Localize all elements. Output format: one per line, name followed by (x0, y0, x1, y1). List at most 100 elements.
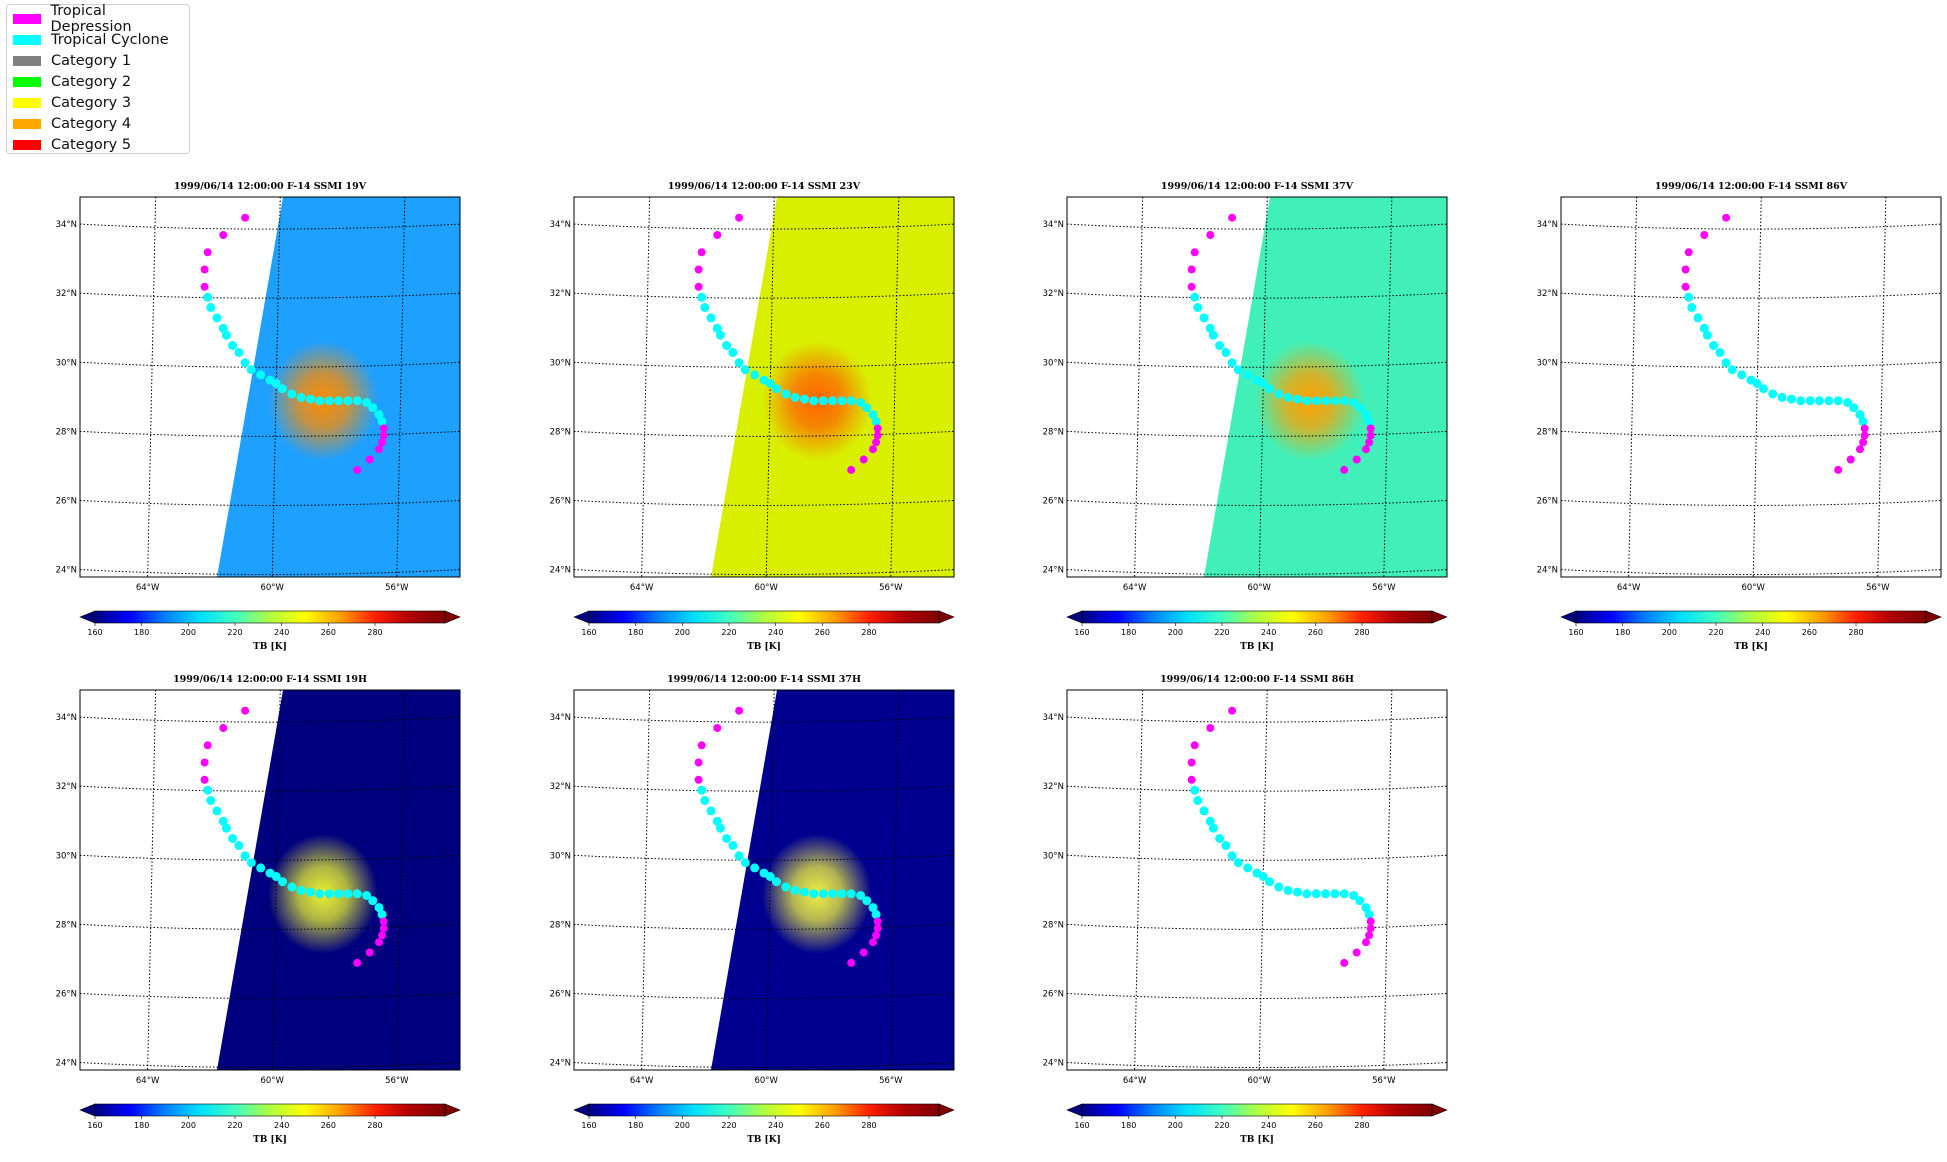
track-point-cyclone (1777, 392, 1787, 402)
colorbar-tick-label: 260 (1802, 628, 1817, 637)
lat-tick-label: 30°N (56, 851, 77, 861)
track-point-cyclone (240, 358, 250, 368)
track-point-depression (694, 758, 703, 767)
colorbar-tick-label: 180 (628, 1121, 643, 1130)
lat-tick-label: 26°N (1043, 496, 1064, 506)
lat-tick-label: 24°N (550, 1059, 571, 1069)
colorbar-tick-label: 160 (1074, 628, 1089, 637)
parallel-line (79, 223, 461, 230)
track-point-cyclone (1283, 392, 1293, 402)
legend: Tropical Depression Tropical Cyclone Categ… (6, 3, 190, 154)
lon-tick-label: 60°W (260, 1076, 284, 1086)
track-point-cyclone (1208, 823, 1218, 833)
parallel-line (1066, 569, 1448, 576)
map-frame (79, 689, 461, 1071)
colorbar-tick-label: 260 (321, 628, 336, 637)
track-point-cyclone (790, 392, 800, 402)
parallel-line (573, 223, 955, 230)
parallel-line (573, 854, 955, 861)
track-point-depression (869, 445, 877, 454)
track-point-cyclone (837, 889, 847, 899)
track-point-cyclone (1339, 889, 1349, 899)
track-point-cyclone (271, 872, 281, 881)
track-point-cyclone (712, 816, 722, 826)
parallel-line (79, 430, 461, 437)
colorbar-tick-label: 200 (181, 1121, 196, 1130)
track-point-cyclone (1233, 858, 1243, 868)
colorbar (1081, 610, 1433, 624)
track-point-depression (353, 958, 362, 967)
lat-tick-label: 32°N (1043, 289, 1064, 299)
lon-tick-label: 56°W (385, 1076, 409, 1086)
colorbar-tick-label: 160 (581, 628, 596, 637)
track-point-cyclone (715, 330, 725, 340)
map-frame (79, 196, 461, 578)
lat-tick-label: 34°N (1043, 713, 1064, 723)
track-point-cyclone (368, 403, 378, 413)
map-frame (1560, 196, 1942, 578)
colorbar-tick-label: 160 (1568, 628, 1583, 637)
meridian-line (890, 689, 900, 1071)
track-point-cyclone (1349, 398, 1359, 407)
track-point-cyclone (868, 410, 878, 420)
track-point-depression (1860, 431, 1869, 440)
track-point-depression (1860, 424, 1869, 433)
track-point-depression (1190, 741, 1199, 750)
track-point-depression (694, 282, 703, 291)
track-point-depression (1366, 431, 1375, 440)
legend-swatch (13, 13, 41, 24)
colorbar-label: TB [K] (1240, 642, 1274, 652)
track-point-cyclone (1815, 396, 1824, 406)
track-point-cyclone (846, 396, 856, 406)
lat-tick-label: 24°N (550, 566, 571, 576)
parallel-line (1066, 716, 1448, 723)
track-point-cyclone (256, 863, 266, 873)
parallel-line (1066, 499, 1448, 506)
colorbar-min-arrow (1066, 1103, 1083, 1117)
lat-tick-label: 24°N (1043, 566, 1064, 576)
track-point-cyclone (728, 348, 738, 357)
colorbar-max-arrow (444, 610, 461, 624)
track-point-cyclone (324, 396, 334, 406)
track-point-cyclone (306, 394, 315, 404)
map-figure: 1999/06/14 12:00:00 F-14 SSMI 37V 64°W 60°… (1043, 181, 1448, 652)
parallel-line (79, 992, 461, 999)
track-point-depression (735, 213, 744, 222)
track-point-cyclone (1843, 398, 1853, 407)
track-point-cyclone (377, 417, 387, 426)
lat-tick-label: 32°N (56, 289, 77, 299)
colorbar-min-arrow (79, 610, 96, 624)
track-point-depression (379, 424, 388, 433)
track-point-cyclone (1702, 330, 1712, 340)
map-figure: 1999/06/14 12:00:00 F-14 SSMI 86H 64°W 60°… (1043, 674, 1448, 1145)
track-point-depression (869, 938, 877, 947)
track-point-cyclone (1321, 396, 1330, 406)
track-point-cyclone (734, 358, 744, 368)
track-point-depression (847, 465, 856, 474)
colorbar-tick-label: 280 (1848, 628, 1863, 637)
track-point-depression (735, 706, 744, 715)
track-point-cyclone (837, 396, 847, 406)
track-point-cyclone (306, 887, 315, 897)
track-point-cyclone (1215, 834, 1225, 843)
panel-title: 1999/06/14 12:00:00 F-14 SSMI 37V (1161, 181, 1354, 192)
lon-tick-label: 64°W (136, 583, 160, 593)
meridian-line (1877, 196, 1887, 578)
track-point-cyclone (218, 816, 228, 826)
track-point-cyclone (315, 889, 325, 899)
colorbar-max-arrow (1431, 610, 1448, 624)
track-point-cyclone (1258, 379, 1268, 388)
track-point-cyclone (1699, 323, 1709, 333)
track-point-depression (1206, 231, 1215, 239)
lat-tick-label: 24°N (1537, 566, 1558, 576)
colorbar-tick-label: 160 (581, 1121, 596, 1130)
parallel-line (79, 1062, 461, 1069)
colorbar-tick-label: 280 (861, 628, 876, 637)
meridian-line (641, 689, 651, 1071)
track-point-cyclone (1721, 358, 1731, 368)
lat-tick-label: 28°N (550, 920, 571, 930)
colorbar-tick-label: 180 (1121, 1121, 1136, 1130)
track-point-cyclone (1709, 341, 1719, 350)
track-point-cyclone (790, 885, 800, 895)
track-point-cyclone (1805, 396, 1815, 406)
